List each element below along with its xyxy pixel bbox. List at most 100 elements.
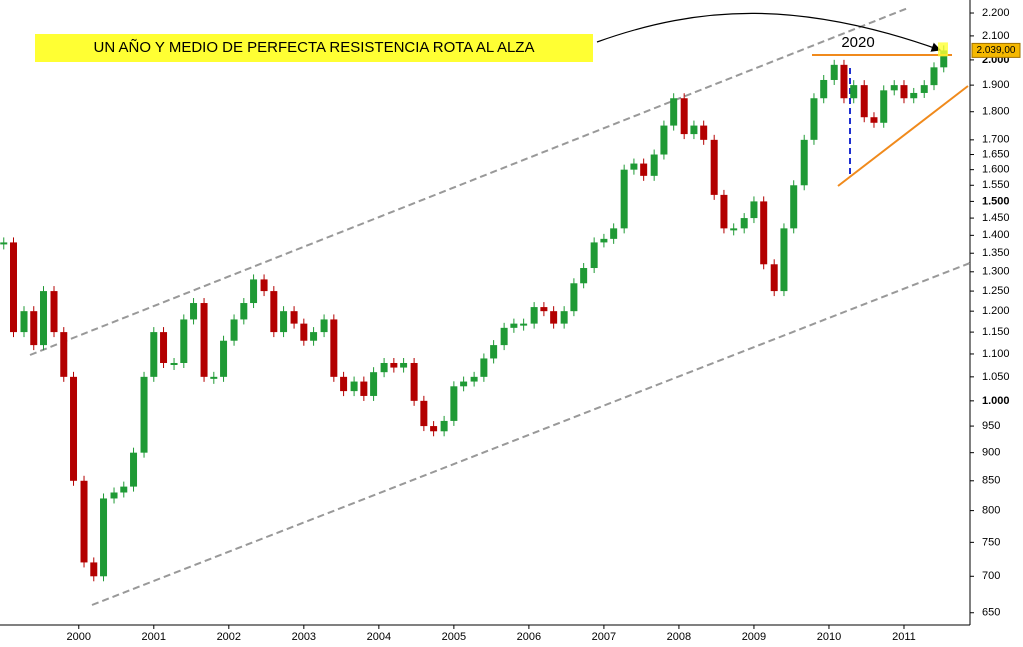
candle — [310, 332, 318, 341]
x-tick-label: 2007 — [592, 631, 616, 643]
candle — [130, 452, 138, 487]
x-tick-label: 2005 — [442, 631, 466, 643]
candle — [400, 362, 408, 368]
candle — [330, 319, 338, 377]
y-tick-label: 1.900 — [982, 79, 1010, 91]
x-tick-label: 2001 — [142, 631, 166, 643]
candle — [260, 279, 268, 292]
y-tick-label: 1.800 — [982, 106, 1010, 118]
candle — [460, 381, 468, 387]
upper-channel — [29, 7, 909, 356]
candle — [60, 332, 68, 377]
candle — [920, 85, 928, 93]
y-tick-label: 1.550 — [982, 179, 1010, 191]
candle — [570, 283, 578, 312]
annotation: UN AÑO Y MEDIO DE PERFECTA RESISTENCIA R… — [94, 39, 535, 56]
candle — [270, 291, 278, 333]
y-tick-label: 900 — [982, 447, 1000, 459]
candle — [240, 303, 248, 320]
candle — [550, 311, 558, 324]
candle — [840, 64, 848, 99]
y-tick-label: 1.500 — [982, 195, 1010, 207]
candle — [830, 64, 838, 80]
candle — [350, 381, 358, 392]
candle — [300, 323, 308, 341]
x-tick-label: 2006 — [517, 631, 541, 643]
candle — [640, 163, 648, 176]
candle — [770, 264, 778, 292]
candle — [610, 228, 618, 239]
candle — [820, 79, 828, 99]
candle — [500, 327, 508, 346]
candle — [170, 362, 178, 365]
candle — [450, 386, 458, 421]
candle — [160, 332, 168, 363]
candle — [580, 268, 588, 284]
candle — [380, 362, 388, 373]
candle — [650, 154, 658, 176]
candle — [850, 85, 858, 99]
x-tick-label: 2000 — [67, 631, 91, 643]
candle — [880, 90, 888, 123]
candle — [530, 307, 538, 324]
candle — [900, 85, 908, 99]
candle — [120, 486, 128, 493]
candle — [360, 381, 368, 396]
y-tick-label: 1.450 — [982, 212, 1010, 224]
y-tick-label: 950 — [982, 420, 1000, 432]
last-value-highlight — [938, 42, 948, 57]
candle — [540, 307, 548, 312]
candle — [140, 376, 148, 453]
candle — [630, 163, 638, 170]
annotation-box — [35, 34, 593, 62]
candle — [510, 323, 518, 328]
y-tick-label: 1.000 — [982, 395, 1010, 407]
candle — [600, 238, 608, 243]
y-tick-label: 650 — [982, 607, 1000, 619]
candle — [730, 228, 738, 231]
y-tick-label: 1.700 — [982, 134, 1010, 146]
candle — [250, 279, 258, 304]
candle — [480, 358, 488, 377]
candle — [200, 303, 208, 377]
candle — [930, 67, 938, 86]
candles — [0, 45, 948, 582]
candle — [720, 194, 728, 229]
y-tick-label: 1.350 — [982, 247, 1010, 259]
candle — [80, 480, 88, 563]
candle — [150, 332, 158, 377]
x-tick-label: 2004 — [367, 631, 391, 643]
candle — [290, 311, 298, 324]
candle — [670, 98, 678, 126]
candle — [520, 323, 528, 326]
y-tick-label: 2.200 — [982, 7, 1010, 19]
candle — [470, 376, 478, 382]
candle — [40, 291, 48, 346]
candle — [800, 139, 808, 186]
last-value-label: 2.039,00 — [977, 45, 1016, 56]
candle — [210, 376, 218, 379]
candle — [740, 218, 748, 229]
candle — [100, 498, 108, 577]
candle — [110, 492, 118, 499]
y-tick-label: 1.250 — [982, 285, 1010, 297]
candle — [660, 125, 668, 155]
candle — [70, 376, 78, 481]
candle — [590, 242, 598, 269]
candle — [750, 201, 758, 219]
candle — [50, 291, 58, 333]
candle — [680, 98, 688, 135]
y-tick-label: 800 — [982, 505, 1000, 517]
candle — [190, 303, 198, 320]
candle — [810, 98, 818, 140]
y-tick-label: 850 — [982, 475, 1000, 487]
candle — [690, 125, 698, 135]
candle — [890, 85, 898, 91]
candle — [320, 319, 328, 333]
x-tick-label: 2003 — [292, 631, 316, 643]
candle — [760, 201, 768, 265]
x-tick-label: 2002 — [217, 631, 241, 643]
candle — [940, 50, 948, 68]
